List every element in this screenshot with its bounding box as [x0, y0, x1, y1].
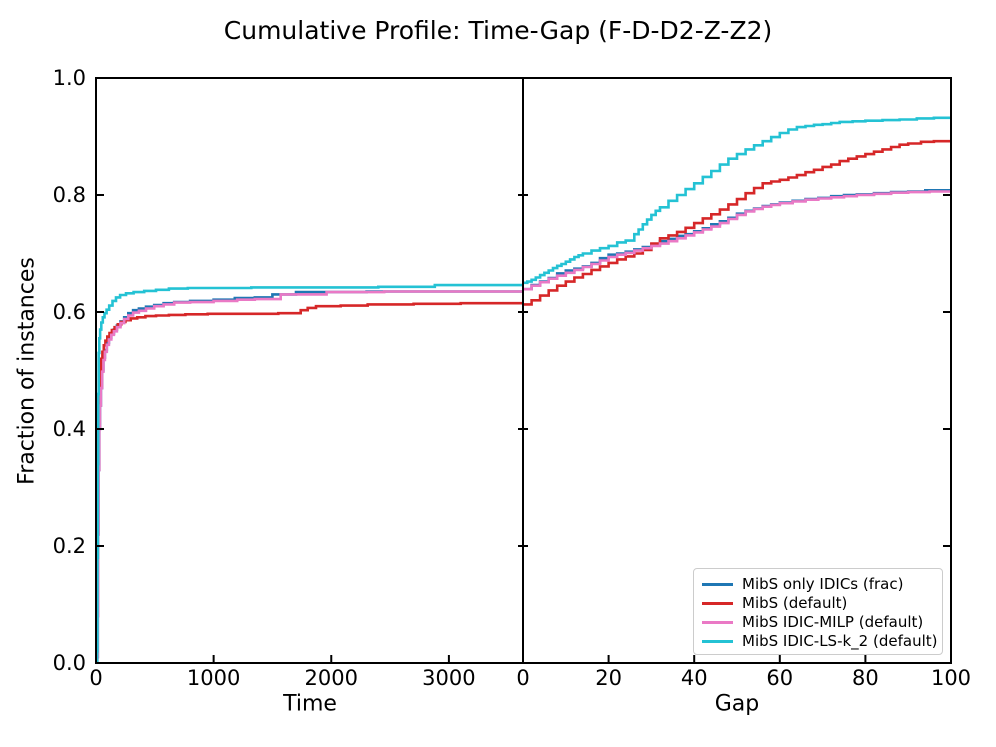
legend-label: MibS IDIC-MILP (default) — [742, 613, 924, 631]
legend-line-sample-pink — [702, 620, 733, 625]
curve-mibs-idic-ls-k-2-default- — [523, 116, 951, 285]
legend-line-sample-blue — [702, 582, 733, 587]
x-tick-label: 0 — [89, 666, 102, 690]
legend-item: MibS (default) — [702, 594, 942, 613]
legend-label: MibS only IDICs (frac) — [742, 575, 904, 593]
x-tick-label: 80 — [852, 666, 879, 690]
x-tick-label: 60 — [766, 666, 793, 690]
curve-mibs-default- — [96, 301, 523, 663]
x-axis-label-gap: Gap — [714, 691, 760, 717]
y-tick-label: 0.0 — [53, 651, 86, 675]
legend-line-sample-cyan — [702, 639, 733, 644]
x-axis-label-time: Time — [283, 691, 337, 717]
x-tick-label: 0 — [516, 666, 529, 690]
x-tick-label: 3000 — [422, 666, 475, 690]
curve-mibs-only-idics-frac- — [96, 290, 523, 663]
curve-mibs-idic-milp-default- — [96, 290, 523, 663]
y-tick-label: 0.4 — [53, 417, 86, 441]
curve-mibs-idic-milp-default- — [523, 190, 951, 291]
x-tick-label: 1000 — [187, 666, 240, 690]
legend-item: MibS IDIC-LS-k_2 (default) — [702, 632, 942, 651]
panel-gap-curves — [523, 116, 951, 306]
legend-item: MibS IDIC-MILP (default) — [702, 613, 942, 632]
x-tick-label: 40 — [681, 666, 708, 690]
x-tick-label: 20 — [595, 666, 622, 690]
y-tick-label: 0.2 — [53, 534, 86, 558]
chart-title: Cumulative Profile: Time-Gap (F-D-D2-Z-Z… — [223, 16, 773, 45]
legend: MibS only IDICs (frac) MibS (default) Mi… — [693, 568, 943, 655]
curve-mibs-default- — [523, 139, 951, 306]
curve-mibs-idic-ls-k-2-default- — [96, 283, 523, 663]
y-tick-label: 1.0 — [53, 66, 86, 90]
x-tick-label: 100 — [931, 666, 971, 690]
panel-time-curves — [96, 283, 523, 663]
tick-labels: 0 1000 2000 3000 0 20 40 60 80 100 0.0 0.2 0.4 0.6 0.8… — [53, 66, 971, 690]
legend-label: MibS (default) — [742, 594, 848, 612]
x-tick-label: 2000 — [305, 666, 358, 690]
y-tick-label: 0.6 — [53, 300, 86, 324]
legend-line-sample-red — [702, 601, 733, 606]
legend-item: MibS only IDICs (frac) — [702, 575, 942, 594]
tick-marks — [95, 77, 952, 664]
y-tick-label: 0.8 — [53, 183, 86, 207]
legend-label: MibS IDIC-LS-k_2 (default) — [742, 632, 938, 650]
